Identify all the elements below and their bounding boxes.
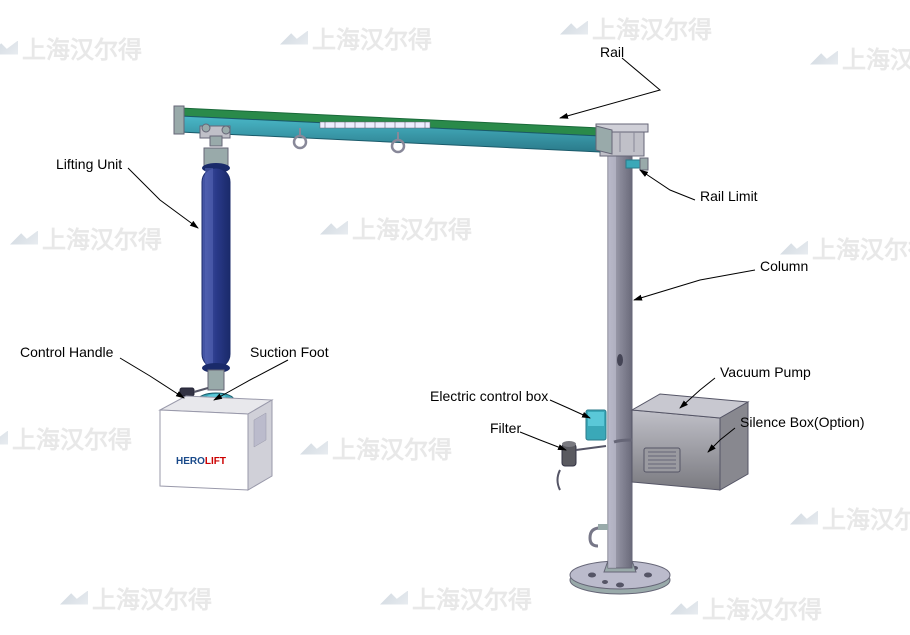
label-suction-foot: Suction Foot — [250, 344, 329, 360]
label-lifting-unit: Lifting Unit — [56, 156, 122, 172]
equipment-diagram — [0, 0, 910, 635]
filter — [558, 441, 607, 490]
label-vacuum-pump: Vacuum Pump — [720, 364, 811, 380]
label-filter: Filter — [490, 420, 521, 436]
label-silence-box: Silence Box(Option) — [740, 414, 865, 430]
rail-limit — [626, 158, 648, 170]
column — [590, 150, 632, 568]
label-column: Column — [760, 258, 808, 274]
lifted-box — [160, 396, 272, 490]
vacuum-pump-box — [614, 394, 748, 490]
label-electric-control-box: Electric control box — [430, 388, 548, 404]
label-rail-limit: Rail Limit — [700, 188, 758, 204]
label-control-handle: Control Handle — [20, 344, 113, 360]
label-rail: Rail — [600, 44, 624, 60]
rail — [174, 106, 612, 154]
lifting-unit — [180, 148, 230, 396]
box-brand-logo: HEROLIFT — [176, 456, 226, 467]
electric-control-box — [586, 410, 606, 440]
